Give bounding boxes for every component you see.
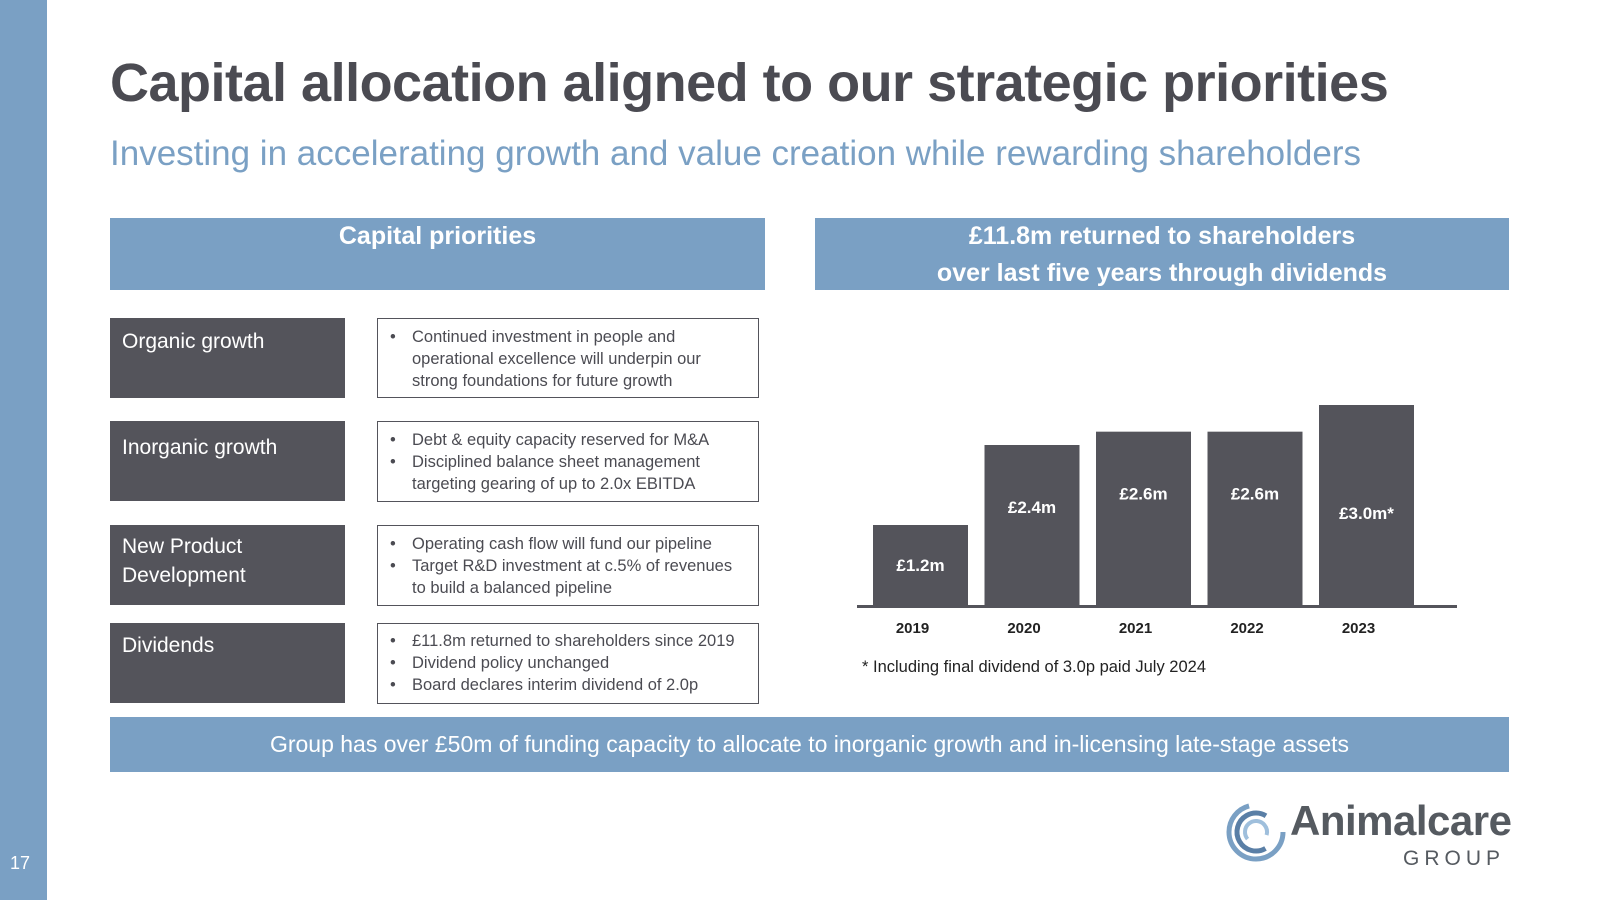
logo-subtext: GROUP (1403, 847, 1506, 870)
bar-2023 (1319, 405, 1414, 605)
bar-data-label: £1.2m (896, 556, 944, 575)
page-number: 17 (10, 853, 31, 873)
bullet-item: Operating cash flow will fund our pipeli… (390, 533, 748, 555)
animalcare-logo: Animalcare GROUP (1225, 795, 1512, 875)
bullet-item: Dividend policy unchanged (390, 652, 748, 674)
priority-dividends: Dividends (110, 623, 345, 703)
priority-inorganic-growth: Inorganic growth (110, 421, 345, 501)
funding-capacity-banner: Group has over £50m of funding capacity … (110, 717, 1509, 772)
bar-2020 (984, 445, 1080, 605)
bullet-item: £11.8m returned to shareholders since 20… (390, 630, 748, 652)
bullet-item: Target R&D investment at c.5% of revenue… (390, 555, 748, 599)
page-title: Capital allocation aligned to our strate… (110, 53, 1389, 113)
priority-dividends-desc: £11.8m returned to shareholders since 20… (377, 623, 759, 704)
x-tick-label: 2022 (1230, 620, 1263, 637)
priority-new-product-development: New Product Development (110, 525, 345, 605)
bar-2021 (1096, 431, 1191, 605)
x-tick-label: 2021 (1119, 620, 1152, 637)
bar-data-label: £2.6m (1231, 485, 1279, 504)
bar-data-label: £3.0m* (1339, 504, 1394, 523)
bar-data-label: £2.4m (1008, 498, 1056, 517)
dividends-header: £11.8m returned to shareholders over las… (815, 218, 1509, 290)
bar-data-label: £2.6m (1119, 485, 1167, 504)
priority-organic-growth-desc: Continued investment in people and opera… (377, 318, 759, 398)
bullet-item: Board declares interim dividend of 2.0p (390, 674, 748, 696)
bullet-item: Debt & equity capacity reserved for M&A (390, 429, 748, 451)
logo-swirl-icon (1226, 802, 1286, 862)
page-subtitle: Investing in accelerating growth and val… (110, 134, 1361, 173)
bar-2019 (873, 525, 968, 605)
priority-inorganic-growth-desc: Debt & equity capacity reserved for M&A … (377, 421, 759, 502)
x-tick-label: 2020 (1007, 620, 1040, 637)
bullet-item: Continued investment in people and opera… (390, 326, 748, 392)
x-tick-label: 2023 (1342, 620, 1375, 637)
dividends-bar-chart: £1.2m 2019 £2.4m 2020 £2.6m 2021 £2.6m 2022 £3.0… (857, 405, 1457, 637)
bar-2022 (1207, 431, 1303, 605)
priority-npd-desc: Operating cash flow will fund our pipeli… (377, 525, 759, 606)
left-accent-bar (0, 0, 47, 900)
capital-priorities-header: Capital priorities (110, 218, 765, 290)
logo-wordmark: Animalcare (1290, 797, 1512, 844)
bullet-item: Disciplined balance sheet management tar… (390, 451, 748, 495)
dividends-header-line1: £11.8m returned to shareholders (968, 222, 1356, 250)
x-tick-label: 2019 (896, 620, 929, 637)
dividends-header-line2: over last five years through dividends (936, 259, 1388, 287)
chart-footnote: * Including final dividend of 3.0p paid … (862, 658, 1206, 676)
priority-organic-growth: Organic growth (110, 318, 345, 398)
